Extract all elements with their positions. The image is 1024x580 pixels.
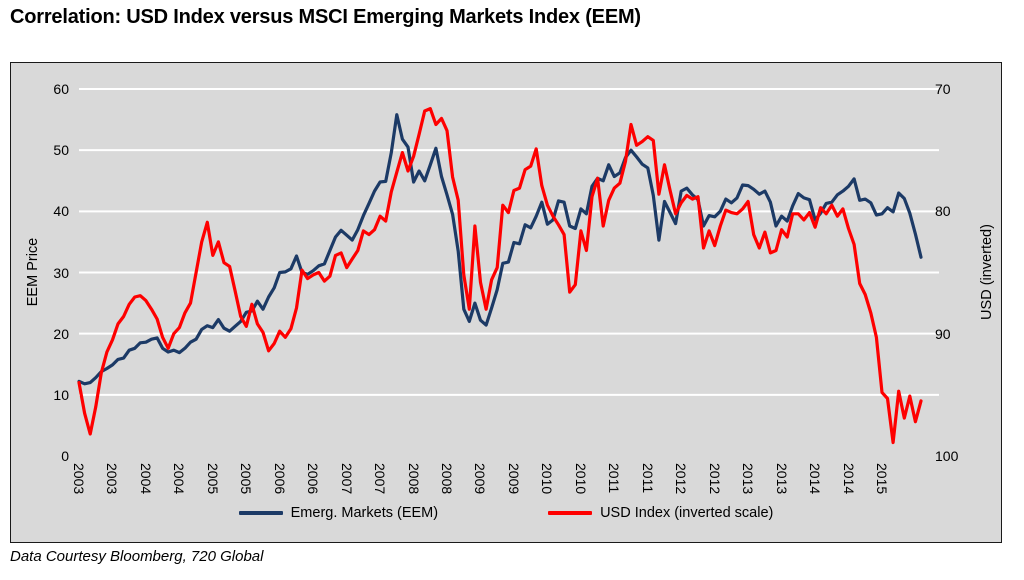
left-tick-50: 50	[53, 142, 69, 159]
right-tick-70: 70	[935, 81, 951, 97]
chart-panel: 0 10 20 30 40 50 60 70 80 90 100 2003 2003 2004 2004…	[10, 62, 1002, 543]
chart-plot	[77, 88, 939, 445]
x-tick-12-2009: 2009	[472, 463, 489, 495]
eem-line-swatch	[238, 511, 283, 515]
x-tick-3-2004: 2004	[171, 463, 188, 495]
left-tick-0: 0	[61, 448, 69, 464]
x-tick-21-2013: 2013	[773, 463, 790, 495]
x-tick-22-2014: 2014	[807, 463, 824, 495]
right-tick-100: 100	[935, 448, 959, 464]
legend-label-usd: USD Index (inverted scale)	[600, 505, 774, 521]
right-tick-80: 80	[935, 203, 951, 220]
left-tick-60: 60	[53, 81, 69, 97]
x-tick-14-2010: 2010	[539, 463, 556, 495]
x-tick-8-2007: 2007	[338, 463, 355, 495]
x-tick-23-2014: 2014	[840, 463, 857, 495]
x-tick-0-2003: 2003	[71, 463, 87, 495]
right-tick-90: 90	[935, 325, 951, 342]
x-tick-4-2005: 2005	[204, 463, 221, 495]
legend: Emerg. Markets (EEM) USD Index (inverted…	[11, 505, 1001, 521]
x-tick-11-2008: 2008	[439, 463, 456, 495]
left-tick-10: 10	[53, 386, 69, 403]
x-tick-1-2003: 2003	[104, 463, 121, 495]
x-tick-24-2015: 2015	[873, 463, 890, 495]
usd-line	[77, 106, 923, 445]
x-tick-7-2006: 2006	[305, 463, 322, 495]
legend-entry-usd: USD Index (inverted scale)	[548, 505, 773, 521]
x-tick-6-2006: 2006	[271, 463, 288, 495]
x-tick-20-2013: 2013	[740, 463, 757, 495]
x-tick-19-2012: 2012	[706, 463, 723, 495]
x-tick-16-2011: 2011	[606, 463, 623, 494]
x-tick-18-2012: 2012	[673, 463, 690, 495]
x-tick-10-2008: 2008	[405, 463, 422, 495]
footer-note: Data Courtesy Bloomberg, 720 Global	[10, 548, 264, 565]
eem-line	[77, 113, 923, 386]
legend-label-eem: Emerg. Markets (EEM)	[290, 505, 439, 521]
left-axis-title: EEM Price	[25, 237, 41, 307]
x-tick-5-2005: 2005	[238, 463, 255, 495]
x-tick-2-2004: 2004	[137, 463, 154, 495]
left-tick-30: 30	[53, 264, 69, 281]
left-tick-40: 40	[53, 203, 69, 220]
x-tick-17-2011: 2011	[639, 463, 656, 494]
x-tick-13-2009: 2009	[505, 463, 522, 495]
right-axis-title: USD (inverted)	[979, 224, 995, 320]
chart-title: Correlation: USD Index versus MSCI Emerg…	[10, 6, 641, 28]
x-tick-15-2010: 2010	[572, 463, 589, 495]
usd-line-swatch	[548, 511, 593, 515]
x-tick-9-2007: 2007	[372, 463, 389, 495]
left-tick-20: 20	[53, 325, 69, 342]
legend-entry-eem: Emerg. Markets (EEM)	[238, 505, 439, 521]
